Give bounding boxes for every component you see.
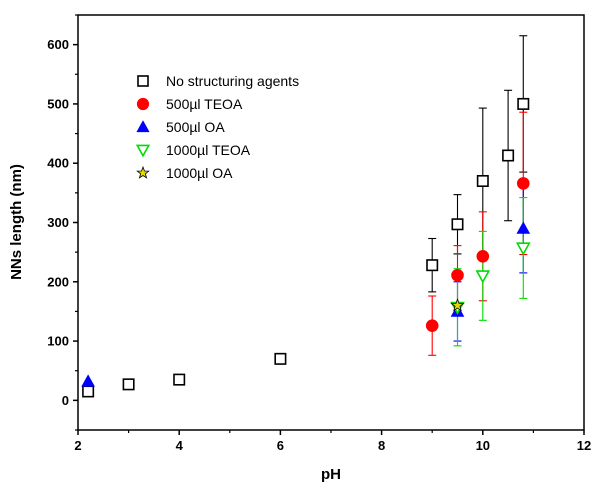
x-tick-label: 10 [476,438,490,453]
star-marker [136,165,150,179]
circle-marker [136,97,150,111]
legend-item: 500µl OA [136,119,225,135]
legend-item: 1000µl OA [136,165,233,181]
triangle-up-marker [516,221,531,234]
data-point [274,352,287,365]
star-marker [450,298,465,312]
legend-marker [136,165,150,179]
data-point [516,177,530,190]
legend: No structuring agents 500µl TEOA 500µl OA 1… [135,73,299,181]
data-point [476,175,489,188]
triangle-up-marker [136,120,150,133]
data-point [450,298,465,312]
y-tick-label: 400 [47,156,69,171]
plot-frame [77,14,585,431]
data-point [425,319,439,332]
legend-item: 500µl TEOA [136,96,243,112]
circle-marker [476,249,490,263]
legend-marker [135,144,151,158]
data-point [122,378,135,391]
legend-label: No structuring agents [166,73,299,89]
data-point [517,97,530,110]
y-tick-label: 200 [47,274,69,289]
square-marker [137,75,149,87]
legend-marker [137,75,149,87]
triangle-down-marker [475,270,491,284]
data-point [475,270,491,284]
x-axis-title: pH [321,466,341,483]
data-point [502,149,515,162]
legend-label: 500µl TEOA [166,96,243,112]
legend-marker [136,120,150,133]
x-tick-label: 2 [74,438,81,453]
y-tick-label: 500 [47,96,69,111]
square-marker [82,385,95,398]
circle-marker [425,319,439,332]
square-marker [173,373,186,386]
y-tick-label: 0 [62,393,69,408]
square-marker [476,175,489,188]
data-point [173,373,186,386]
triangle-down-marker [515,242,531,256]
data-point [82,385,95,398]
square-marker [426,259,439,272]
triangle-down-marker [135,144,151,158]
data-point [516,221,531,234]
data-point [426,259,439,272]
legend-item: No structuring agents [137,73,299,89]
data-point [451,218,464,231]
x-tick-label: 12 [577,438,591,453]
y-axis-title: NNs length (nm) [8,164,25,280]
y-tick-label: 600 [47,37,69,52]
x-tick-label: 4 [176,438,184,453]
triangle-up-marker [81,374,95,387]
y-tick-label: 100 [47,334,69,349]
x-tick-label: 6 [277,438,284,453]
circle-marker [451,268,464,282]
square-marker [122,378,135,391]
square-marker [451,218,464,231]
data-point [81,374,95,387]
legend-label: 500µl OA [166,119,225,135]
data-point [451,268,464,282]
legend-marker [136,97,150,111]
legend-label: 1000µl OA [166,165,233,181]
y-tick-label: 300 [47,215,69,230]
legend-item: 1000µl TEOA [135,142,251,158]
circle-marker [516,177,530,190]
square-marker [517,97,530,110]
data-point [515,242,531,256]
legend-label: 1000µl TEOA [166,142,251,158]
square-marker [502,149,515,162]
x-tick-label: 8 [378,438,385,453]
square-marker [274,352,287,365]
data-point [476,249,490,263]
